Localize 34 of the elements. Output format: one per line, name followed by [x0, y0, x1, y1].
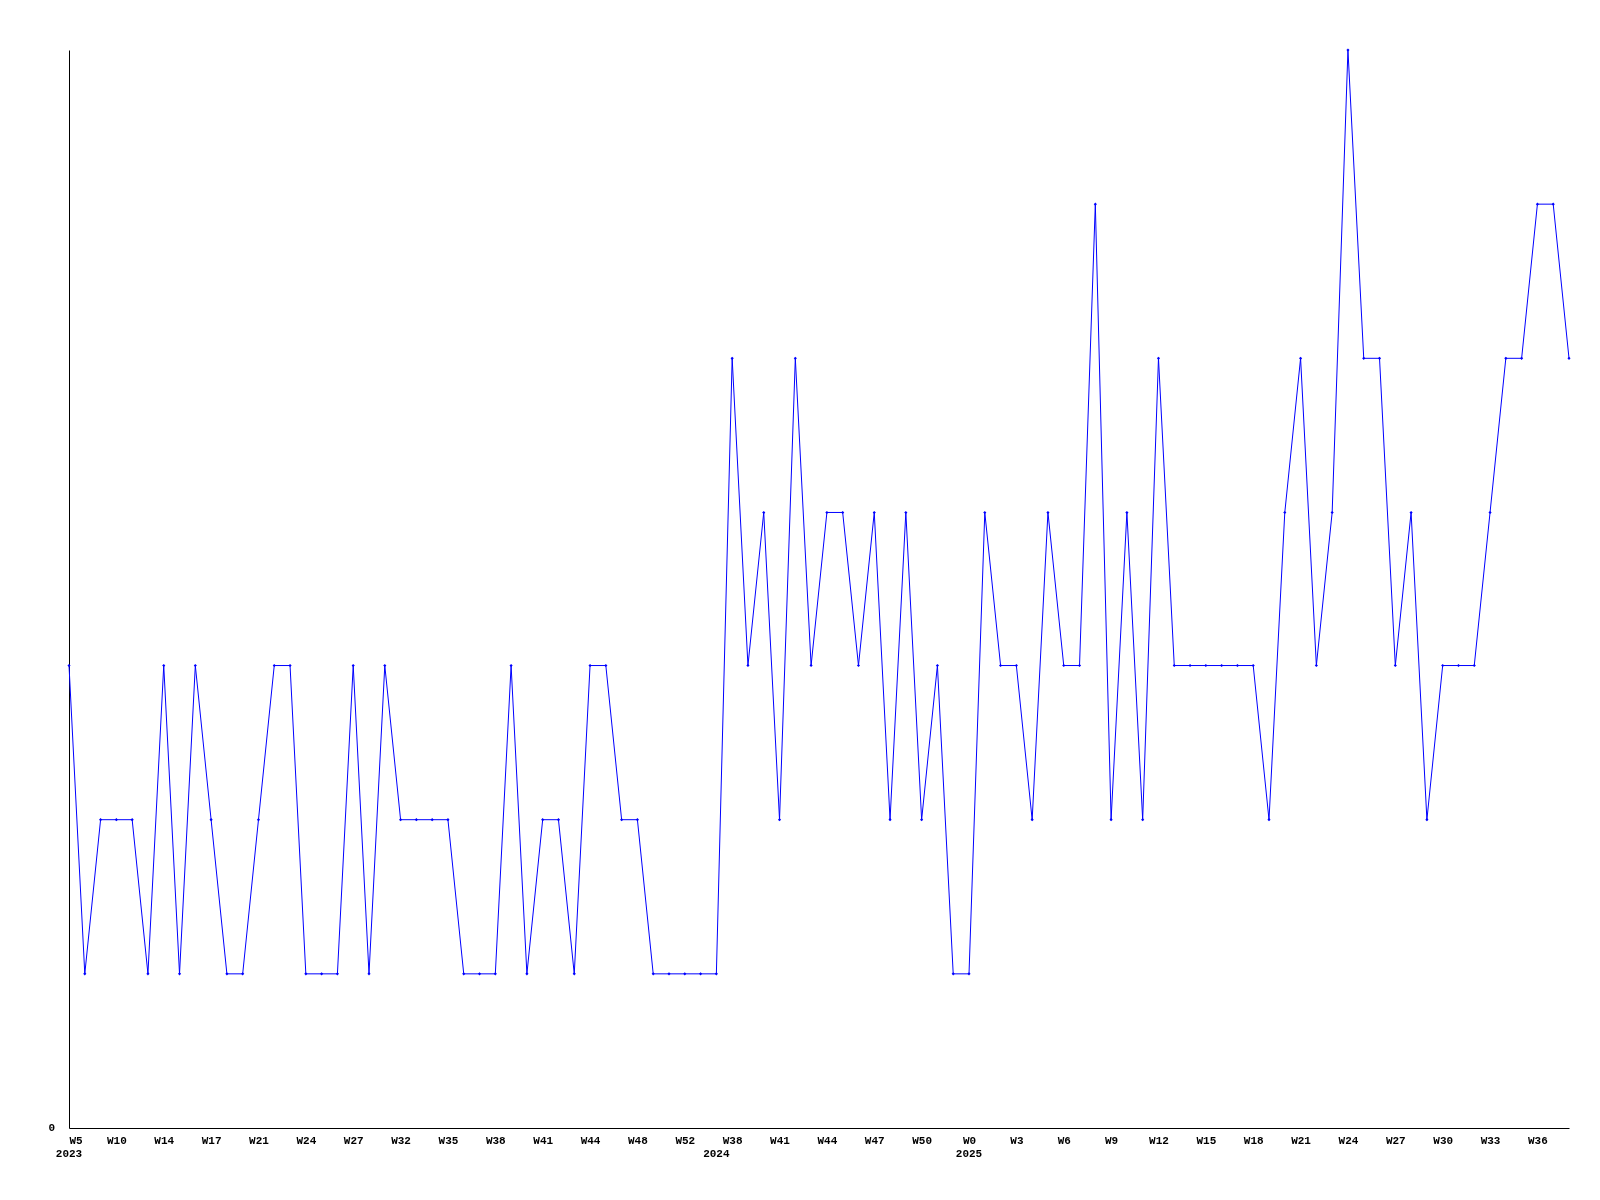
category-label: W5 2023	[55, 1134, 83, 1160]
x-tick-label: W44	[817, 1134, 838, 1147]
x-tick-label: W38	[485, 1134, 507, 1147]
x-tick-label: W14	[154, 1134, 175, 1147]
text: 0	[48, 1122, 55, 1134]
x-tick-label: W24	[1338, 1134, 1359, 1147]
x-tick-label: W3	[1010, 1134, 1024, 1147]
x-tick-label: W21	[1291, 1134, 1312, 1147]
x-tick-label: W21	[249, 1134, 270, 1147]
x-tick-label: W32	[391, 1134, 411, 1147]
x-tick-label: W48	[628, 1134, 649, 1147]
x-tick-label: W33	[1480, 1134, 1501, 1147]
x-tick-label: W12	[1149, 1134, 1169, 1147]
x-tick-label: W27	[1385, 1134, 1406, 1147]
x-tick-label: W44	[580, 1134, 601, 1147]
x-tick-label: W36	[1528, 1134, 1548, 1147]
x-tick-label: W18	[1243, 1134, 1265, 1147]
x-tick-label: W47	[864, 1134, 885, 1147]
x-tick-label: W6	[1057, 1134, 1071, 1147]
x-tick-label: W27	[343, 1134, 364, 1147]
x-tick-label: W17	[201, 1134, 222, 1147]
x-tick-label: W52	[675, 1134, 696, 1147]
x-tick-label: W41	[770, 1134, 791, 1147]
x-tick-label: W9	[1105, 1134, 1119, 1147]
x-tick-label: W41	[533, 1134, 554, 1147]
x-tick-label: 2024	[703, 1148, 730, 1160]
x-tick-label: W50	[912, 1134, 933, 1147]
x-tick-label: W10	[106, 1134, 127, 1147]
category-label: W0 2025	[955, 1134, 983, 1160]
x-tick-label: W15	[1196, 1134, 1217, 1147]
x-tick-label: W24	[296, 1134, 317, 1147]
x-tick-label: W38	[722, 1134, 743, 1147]
x-tick-label: W35	[438, 1134, 459, 1147]
x-tick-label: W30	[1433, 1134, 1454, 1147]
